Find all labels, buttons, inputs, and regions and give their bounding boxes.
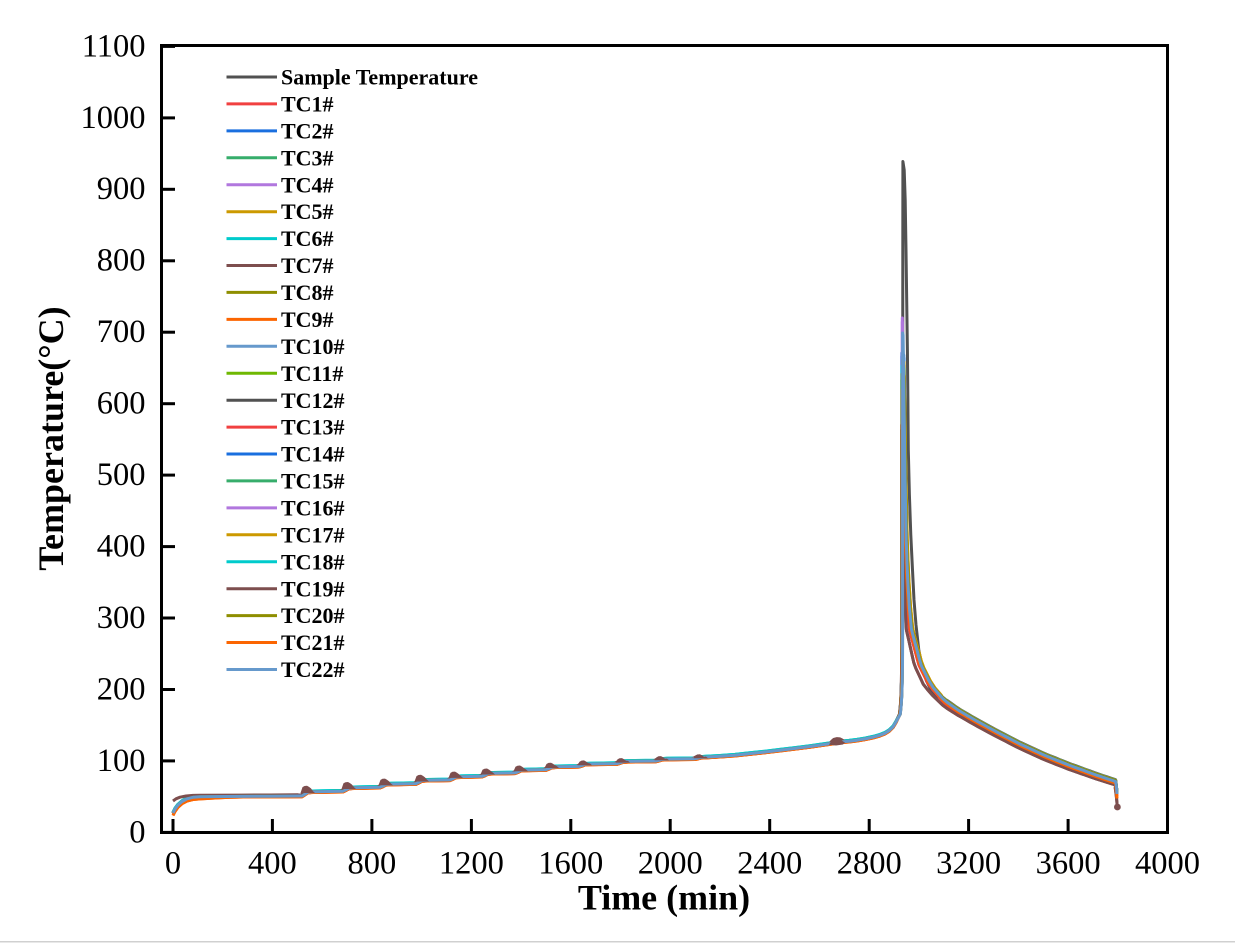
svg-text:500: 500 <box>97 457 146 493</box>
svg-text:TC15#: TC15# <box>281 469 345 494</box>
svg-text:TC12#: TC12# <box>281 388 345 413</box>
svg-text:0: 0 <box>165 846 181 882</box>
svg-text:TC8#: TC8# <box>281 280 334 305</box>
svg-text:1000: 1000 <box>81 100 146 136</box>
svg-text:TC16#: TC16# <box>281 496 345 521</box>
svg-text:3600: 3600 <box>1036 846 1101 882</box>
svg-text:TC14#: TC14# <box>281 442 345 467</box>
svg-text:TC9#: TC9# <box>281 307 334 332</box>
svg-text:3200: 3200 <box>936 846 1001 882</box>
svg-text:TC11#: TC11# <box>281 361 343 386</box>
svg-text:TC10#: TC10# <box>281 334 345 359</box>
svg-text:TC19#: TC19# <box>281 576 345 601</box>
svg-text:TC3#: TC3# <box>281 145 334 170</box>
svg-text:TC2#: TC2# <box>281 119 334 144</box>
svg-text:400: 400 <box>97 529 146 565</box>
svg-text:400: 400 <box>248 846 297 882</box>
svg-text:800: 800 <box>97 243 146 279</box>
svg-text:2800: 2800 <box>837 846 902 882</box>
svg-text:2000: 2000 <box>638 846 703 882</box>
svg-text:TC1#: TC1# <box>281 92 334 117</box>
svg-text:1100: 1100 <box>82 28 146 64</box>
svg-text:700: 700 <box>97 314 146 350</box>
svg-text:600: 600 <box>97 386 146 422</box>
svg-text:TC6#: TC6# <box>281 226 334 251</box>
svg-text:1600: 1600 <box>538 846 603 882</box>
svg-text:1200: 1200 <box>439 846 504 882</box>
svg-text:300: 300 <box>97 600 146 636</box>
svg-text:2400: 2400 <box>737 846 802 882</box>
svg-text:Time (min): Time (min) <box>578 878 750 918</box>
svg-text:200: 200 <box>97 671 146 707</box>
svg-text:800: 800 <box>348 846 397 882</box>
svg-text:Temperature(°C): Temperature(°C) <box>31 306 71 570</box>
svg-text:TC5#: TC5# <box>281 199 334 224</box>
svg-text:900: 900 <box>97 171 146 207</box>
svg-text:TC4#: TC4# <box>281 172 334 197</box>
svg-text:TC22#: TC22# <box>281 657 345 682</box>
svg-text:TC18#: TC18# <box>281 549 345 574</box>
svg-text:TC7#: TC7# <box>281 253 334 278</box>
svg-text:TC20#: TC20# <box>281 603 345 628</box>
svg-text:TC17#: TC17# <box>281 522 345 547</box>
svg-text:4000: 4000 <box>1135 846 1200 882</box>
svg-text:0: 0 <box>129 814 145 850</box>
svg-text:TC21#: TC21# <box>281 630 345 655</box>
svg-text:100: 100 <box>97 743 146 779</box>
svg-text:Sample Temperature: Sample Temperature <box>281 65 478 90</box>
svg-text:TC13#: TC13# <box>281 415 345 440</box>
